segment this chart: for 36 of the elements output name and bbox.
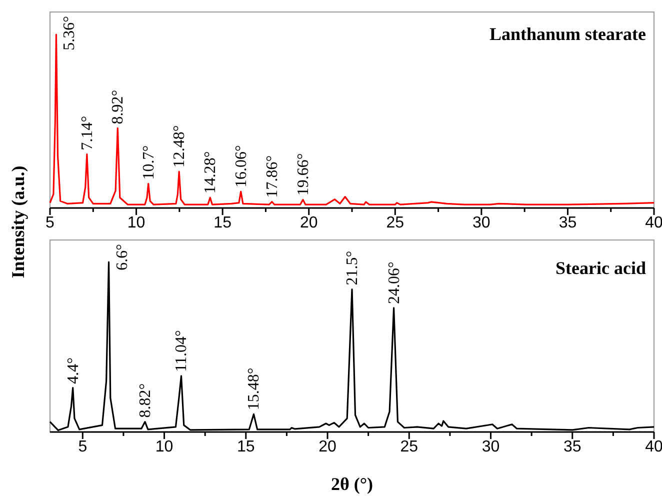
y-axis-title: Intensity (a.u.) bbox=[8, 166, 28, 278]
x-tick-label: 40 bbox=[645, 214, 662, 232]
x-tick-label: 25 bbox=[386, 214, 404, 232]
x-tick-label: 10 bbox=[127, 214, 146, 232]
x-tick-label: 30 bbox=[472, 214, 490, 232]
x-axis-title: 2θ (°) bbox=[330, 474, 374, 494]
x-tick-label: 5 bbox=[46, 214, 55, 232]
annotation: 5.36° bbox=[61, 16, 78, 50]
annotation: 8.92° bbox=[110, 90, 127, 124]
annotation: 16.06° bbox=[232, 145, 250, 188]
x-tick-label: 15 bbox=[214, 214, 232, 232]
x-tick-label: 5 bbox=[78, 438, 88, 456]
x-tick-label: 10 bbox=[155, 438, 174, 456]
x-tick-label: 35 bbox=[563, 438, 582, 456]
annotation: 6.6° bbox=[114, 244, 131, 270]
x-tick-label: 25 bbox=[400, 438, 418, 456]
chart-title: Stearic acid bbox=[556, 258, 646, 278]
x-tick-label: 40 bbox=[645, 438, 662, 456]
annotation: 11.04° bbox=[173, 330, 190, 372]
annotation: 12.48° bbox=[171, 125, 188, 168]
annotation: 14.28° bbox=[202, 151, 220, 194]
annotation: 8.82° bbox=[137, 383, 154, 418]
annotation: 4.4° bbox=[64, 357, 82, 384]
x-tick-label: 20 bbox=[300, 214, 318, 232]
x-tick-label: 15 bbox=[236, 438, 255, 456]
annotation: 7.14° bbox=[78, 116, 96, 150]
x-tick-label: 35 bbox=[558, 214, 577, 232]
annotation: 19.66° bbox=[294, 153, 312, 196]
annotation: 10.7° bbox=[140, 145, 158, 180]
annotation: 17.86° bbox=[264, 155, 281, 198]
x-tick-label: 20 bbox=[318, 438, 337, 456]
annotation: 24.06° bbox=[386, 262, 403, 304]
annotation: 21.5° bbox=[344, 250, 361, 286]
annotation: 15.48° bbox=[246, 368, 263, 410]
x-tick-label: 30 bbox=[482, 438, 500, 456]
chart-title: Lanthanum stearate bbox=[490, 24, 646, 44]
